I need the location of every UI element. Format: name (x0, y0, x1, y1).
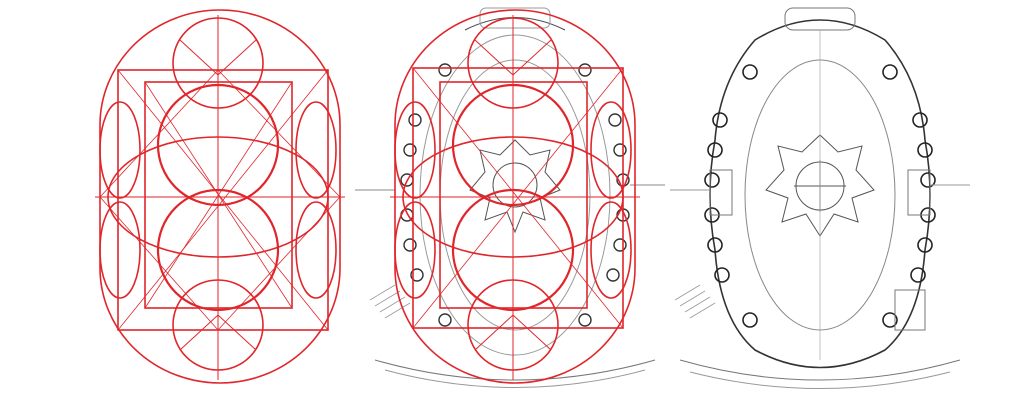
panel-geometric-construction (90, 0, 350, 402)
panel-plan (670, 0, 970, 402)
construction-geometry (95, 9, 345, 384)
plan-drawing (355, 7, 665, 388)
construction-overlay (390, 9, 640, 384)
panel-overlay (355, 0, 665, 402)
plan-drawing-clean (670, 7, 970, 389)
